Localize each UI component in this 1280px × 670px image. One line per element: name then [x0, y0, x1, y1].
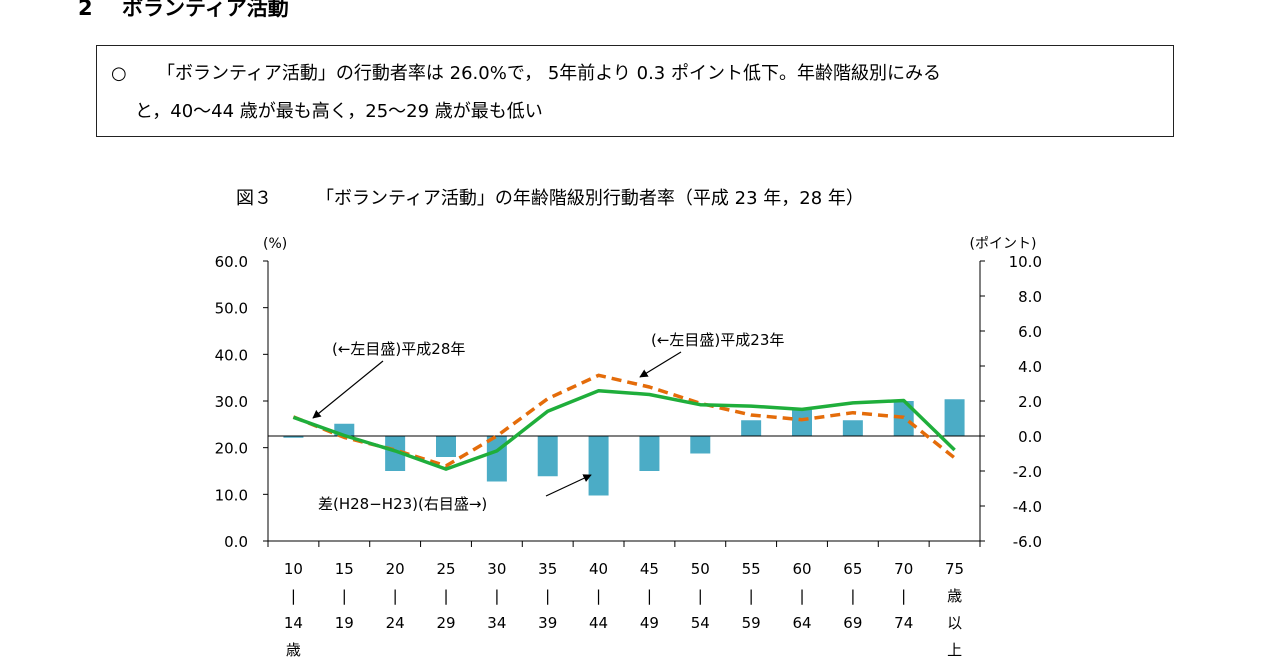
left-tick-label: 40.0 [215, 346, 248, 364]
x-category-label: 30 [487, 560, 506, 578]
summary-bullet: ○ [111, 63, 127, 84]
x-category-label: 69 [843, 614, 862, 632]
right-tick-label: 8.0 [1018, 288, 1042, 306]
right-tick-label: 2.0 [1018, 393, 1042, 411]
left-tick-label: 30.0 [215, 393, 248, 411]
difference-bar [283, 436, 304, 438]
x-category-label: 54 [691, 614, 710, 632]
summary-line-1: 「ボランティア活動」の行動者率は 26.0%で， 5年前より 0.3 ポイント低… [157, 63, 941, 84]
annotation-diff: 差(H28−H23)(右目盛→) [318, 495, 487, 513]
x-category-label: 55 [742, 560, 761, 578]
difference-bar [385, 436, 406, 471]
x-category-label: 59 [742, 614, 761, 632]
right-tick-label: 0.0 [1018, 428, 1042, 446]
right-tick-label: 4.0 [1018, 358, 1042, 376]
x-category-label: 65 [843, 560, 862, 578]
x-category-label: 以 [947, 614, 962, 632]
x-category-label: | [749, 587, 754, 605]
difference-bar [588, 436, 609, 496]
x-category-label: 歳 [947, 587, 962, 605]
x-category-label: 45 [640, 560, 659, 578]
right-tick-label: -6.0 [1013, 533, 1042, 551]
annotation-h28: (←左目盛)平成28年 [332, 340, 465, 358]
x-category-label: 74 [894, 614, 913, 632]
x-category-label: | [393, 587, 398, 605]
x-category-label: 35 [538, 560, 557, 578]
difference-bar [944, 399, 965, 436]
section-title: ボランティア活動 [122, 0, 289, 20]
annotation-diff-arrow [545, 474, 592, 497]
x-category-label: 14 [284, 614, 303, 632]
difference-bars [268, 399, 980, 496]
x-category-label: 34 [487, 614, 506, 632]
x-category-label: 15 [335, 560, 354, 578]
section-number: 2 [78, 0, 93, 20]
annotation-h28-arrow [312, 360, 384, 419]
right-axis: -6.0 -4.0 -2.0 0.0 2.0 4.0 6.0 8.0 10.0(ポイント) [267, 236, 1042, 551]
right-tick-label: -4.0 [1013, 498, 1042, 516]
x-category-label: | [901, 587, 906, 605]
difference-bar [436, 436, 456, 457]
x-category-label: 25 [436, 560, 455, 578]
x-category-label: 75 [945, 560, 964, 578]
x-category-label: 60 [792, 560, 811, 578]
right-axis-unit: (ポイント) [970, 236, 1037, 252]
figure-caption: 「ボランティア活動」の年齢階級別行動者率（平成 23 年，28 年） [316, 188, 864, 209]
x-category-label: 44 [589, 614, 608, 632]
left-axis: 0.0 10.0 20.0 30.0 40.0 50.0 60.0 (%) [215, 236, 288, 551]
x-category-label: 上 [947, 641, 962, 659]
left-tick-label: 0.0 [224, 533, 248, 551]
difference-bar [893, 401, 914, 436]
x-category-label: 50 [691, 560, 710, 578]
x-category-label: | [850, 587, 855, 605]
section-heading: 2 ボランティア活動 [78, 0, 289, 22]
figure-label: 図３ [236, 188, 272, 209]
left-tick-label: 50.0 [215, 300, 248, 318]
h28-line [292, 388, 956, 471]
difference-bar [690, 436, 711, 454]
right-tick-label: 10.0 [1009, 253, 1042, 271]
x-category-label: 39 [538, 614, 557, 632]
x-category-label: 64 [792, 614, 811, 632]
x-category-label: | [443, 587, 448, 605]
x-category-label: | [698, 587, 703, 605]
annotation-h23: (←左目盛)平成23年 [651, 331, 784, 349]
difference-bar [842, 420, 863, 436]
x-category-label: | [291, 587, 296, 605]
x-category-label: 29 [436, 614, 455, 632]
rate-lines [292, 373, 956, 471]
x-category-label: | [799, 587, 804, 605]
figure-title: 図３ 「ボランティア活動」の年齢階級別行動者率（平成 23 年，28 年） [236, 184, 864, 210]
x-category-label: 20 [386, 560, 405, 578]
left-tick-label: 10.0 [215, 486, 248, 504]
x-category-label: 49 [640, 614, 659, 632]
difference-bar [792, 409, 812, 436]
difference-bar [741, 420, 762, 436]
summary-box: ○ 「ボランティア活動」の行動者率は 26.0%で， 5年前より 0.3 ポイント… [96, 45, 1174, 137]
difference-bar [486, 436, 507, 482]
x-category-label: | [545, 587, 550, 605]
x-category-label: 歳 [286, 641, 301, 659]
left-tick-label: 20.0 [215, 440, 248, 458]
annotation-h23-arrow [639, 351, 682, 378]
x-category-labels: 10 | 14 歳 15 | 19 20 | 24 25 | 29 30 | 34 35 | 39 40 | 44 45 | 4… [284, 560, 964, 659]
left-tick-label: 60.0 [215, 253, 248, 271]
x-category-label: 10 [284, 560, 303, 578]
x-category-label: | [342, 587, 347, 605]
x-category-label: 40 [589, 560, 608, 578]
x-category-label: | [494, 587, 499, 605]
x-category-label: 24 [386, 614, 405, 632]
x-category-label: | [647, 587, 652, 605]
left-axis-unit: (%) [263, 236, 287, 252]
x-category-label: 19 [335, 614, 354, 632]
difference-bar [639, 436, 660, 471]
summary-line-2: と，40～44 歳が最も高く，25～29 歳が最も低い [135, 101, 543, 122]
difference-bar [537, 436, 558, 477]
right-tick-label: -2.0 [1013, 463, 1042, 481]
x-category-label: 70 [894, 560, 913, 578]
x-category-label: | [596, 587, 601, 605]
right-tick-label: 6.0 [1018, 323, 1042, 341]
